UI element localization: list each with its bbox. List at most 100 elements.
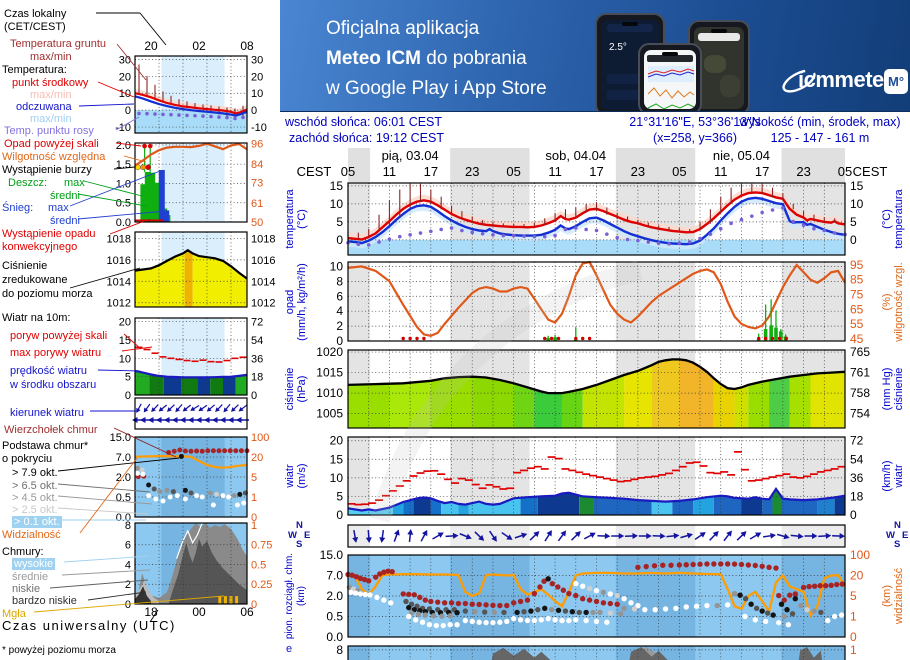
- axis-title: pion. rozciągł. chm. (km): [284, 552, 307, 640]
- svg-text:0.0: 0.0: [116, 217, 131, 229]
- svg-text:10: 10: [330, 471, 344, 485]
- mini-chart-pressure: 1018 1016 1014 1012 1018 1016 1014 1012: [107, 231, 275, 310]
- legend-label-sn: Śnieg:: [2, 202, 34, 214]
- svg-text:765: 765: [850, 345, 870, 359]
- svg-text:CEST: CEST: [297, 164, 332, 179]
- svg-text:85: 85: [850, 273, 864, 287]
- legend-label-o65: > 6.5 okt.: [12, 480, 58, 492]
- legend-label-czas2: (CET/CEST): [4, 21, 66, 33]
- svg-text:0.5: 0.5: [251, 559, 266, 571]
- svg-text:05: 05: [672, 164, 686, 179]
- svg-text:20: 20: [251, 71, 263, 83]
- banner-line3: w Google Play i App Store: [326, 78, 547, 99]
- svg-text:5: 5: [850, 589, 857, 603]
- app-promo-banner[interactable]: Oficjalna aplikacja Meteo ICM do pobrani…: [280, 0, 910, 113]
- svg-text:1018: 1018: [251, 233, 275, 245]
- svg-text:8: 8: [336, 643, 343, 657]
- svg-text:10: 10: [119, 353, 131, 365]
- svg-text:1016: 1016: [251, 255, 275, 267]
- sunrise-time: wschód słońca: 06:01 CEST: [285, 115, 443, 129]
- axis-title: opad (mm/h, kg/m²/h): [284, 262, 308, 341]
- time-axis: pią, 03.04 sob, 04.04 nie, 05.04 05 11 17 23 05…: [297, 148, 887, 182]
- legend-label-bur: Wystąpienie burzy: [2, 164, 92, 176]
- svg-text:20: 20: [119, 71, 131, 83]
- svg-text:1: 1: [251, 520, 257, 532]
- svg-text:1010: 1010: [316, 386, 343, 400]
- legend-label-kw: kierunek wiatru: [10, 407, 84, 419]
- svg-text:02: 02: [192, 39, 206, 53]
- svg-text:10: 10: [850, 197, 864, 211]
- svg-text:2: 2: [125, 579, 131, 591]
- svg-text:0.0: 0.0: [116, 512, 131, 524]
- svg-text:0.0: 0.0: [326, 630, 343, 644]
- mini-chart-wind-direction: [132, 397, 249, 430]
- grid-xy: (x=258, y=366): [652, 131, 738, 145]
- svg-text:0: 0: [336, 233, 343, 247]
- svg-text:2.0: 2.0: [116, 472, 131, 484]
- svg-text:1015: 1015: [316, 366, 343, 380]
- svg-text:08: 08: [240, 39, 254, 53]
- legend-label-mpw: max porywy wiatru: [10, 347, 102, 359]
- svg-text:72: 72: [850, 434, 864, 448]
- legend-label-wil: Wilgotność względna: [2, 151, 106, 163]
- svg-text:-10: -10: [115, 122, 131, 134]
- svg-text:0.5: 0.5: [326, 610, 343, 624]
- banner-line1: Oficjalna aplikacja: [326, 18, 480, 39]
- legend-label-wch: Wierzchołek chmur: [4, 424, 98, 436]
- svg-text:0.25: 0.25: [251, 579, 272, 591]
- svg-text:05: 05: [506, 164, 520, 179]
- svg-text:11: 11: [714, 164, 728, 179]
- svg-text:1: 1: [251, 492, 257, 504]
- svg-text:18: 18: [850, 489, 864, 503]
- svg-text:1016: 1016: [107, 255, 131, 267]
- svg-text:17: 17: [589, 164, 603, 179]
- panel-pressure: 1020 1015 1010 1005 765 761 758 754: [316, 345, 870, 429]
- svg-text:20: 20: [144, 39, 158, 53]
- svg-text:20: 20: [850, 569, 864, 583]
- panel-wind: 20 15 10 5 0 72 54 36 18 0: [330, 434, 864, 522]
- svg-text:18: 18: [251, 372, 263, 384]
- altitude-label: wysokość (min, środek, max): [739, 115, 901, 129]
- panel-temperature: 15 10 5 0 15 10 5 0: [330, 179, 864, 256]
- svg-text:06: 06: [240, 605, 254, 619]
- svg-text:4: 4: [336, 304, 343, 318]
- mini-chart-clouds: 8 6 4 2 0 1 0.75 0.5 0.25 0 18 00 06: [125, 520, 273, 619]
- svg-text:65: 65: [850, 302, 864, 316]
- svg-text:5: 5: [251, 472, 257, 484]
- svg-text:20: 20: [119, 317, 131, 329]
- phone-mockup-meteogram: [638, 43, 702, 111]
- legend-label-nis: niskie: [12, 583, 41, 595]
- svg-text:100: 100: [850, 548, 870, 562]
- svg-text:11: 11: [548, 164, 562, 179]
- sunset-time: zachód słońca: 19:12 CEST: [289, 131, 444, 145]
- svg-text:0: 0: [125, 105, 131, 117]
- legend-label-rosa: Temp. punktu rosy: [4, 125, 94, 137]
- legend-label-cis3: do poziomu morza: [2, 288, 93, 300]
- legend-label-srd: średnie: [12, 571, 49, 583]
- svg-text:8: 8: [336, 274, 343, 288]
- svg-text:30: 30: [251, 54, 263, 66]
- svg-text:75: 75: [850, 287, 864, 301]
- svg-text:15.0: 15.0: [110, 432, 131, 444]
- legend-label-pch2: o pokryciu: [2, 453, 53, 465]
- svg-text:18: 18: [144, 605, 158, 619]
- legend-label-o25: > 2.5 okt.: [12, 504, 58, 516]
- svg-text:5: 5: [125, 372, 131, 384]
- svg-text:55: 55: [850, 317, 864, 331]
- svg-text:1: 1: [850, 643, 857, 657]
- axis-title: temperatura (°C): [284, 189, 308, 249]
- legend-label-o45: > 4.5 okt.: [12, 492, 58, 504]
- logo-badge-m: M°: [884, 69, 908, 94]
- legend-label-ps: punkt środkowy: [12, 77, 89, 89]
- legend-label-mg: Mgła: [2, 608, 26, 620]
- svg-text:5: 5: [336, 489, 343, 503]
- axis-title: (km/h) wiatr: [881, 460, 905, 492]
- svg-text:0: 0: [125, 390, 131, 402]
- svg-text:17: 17: [424, 164, 438, 179]
